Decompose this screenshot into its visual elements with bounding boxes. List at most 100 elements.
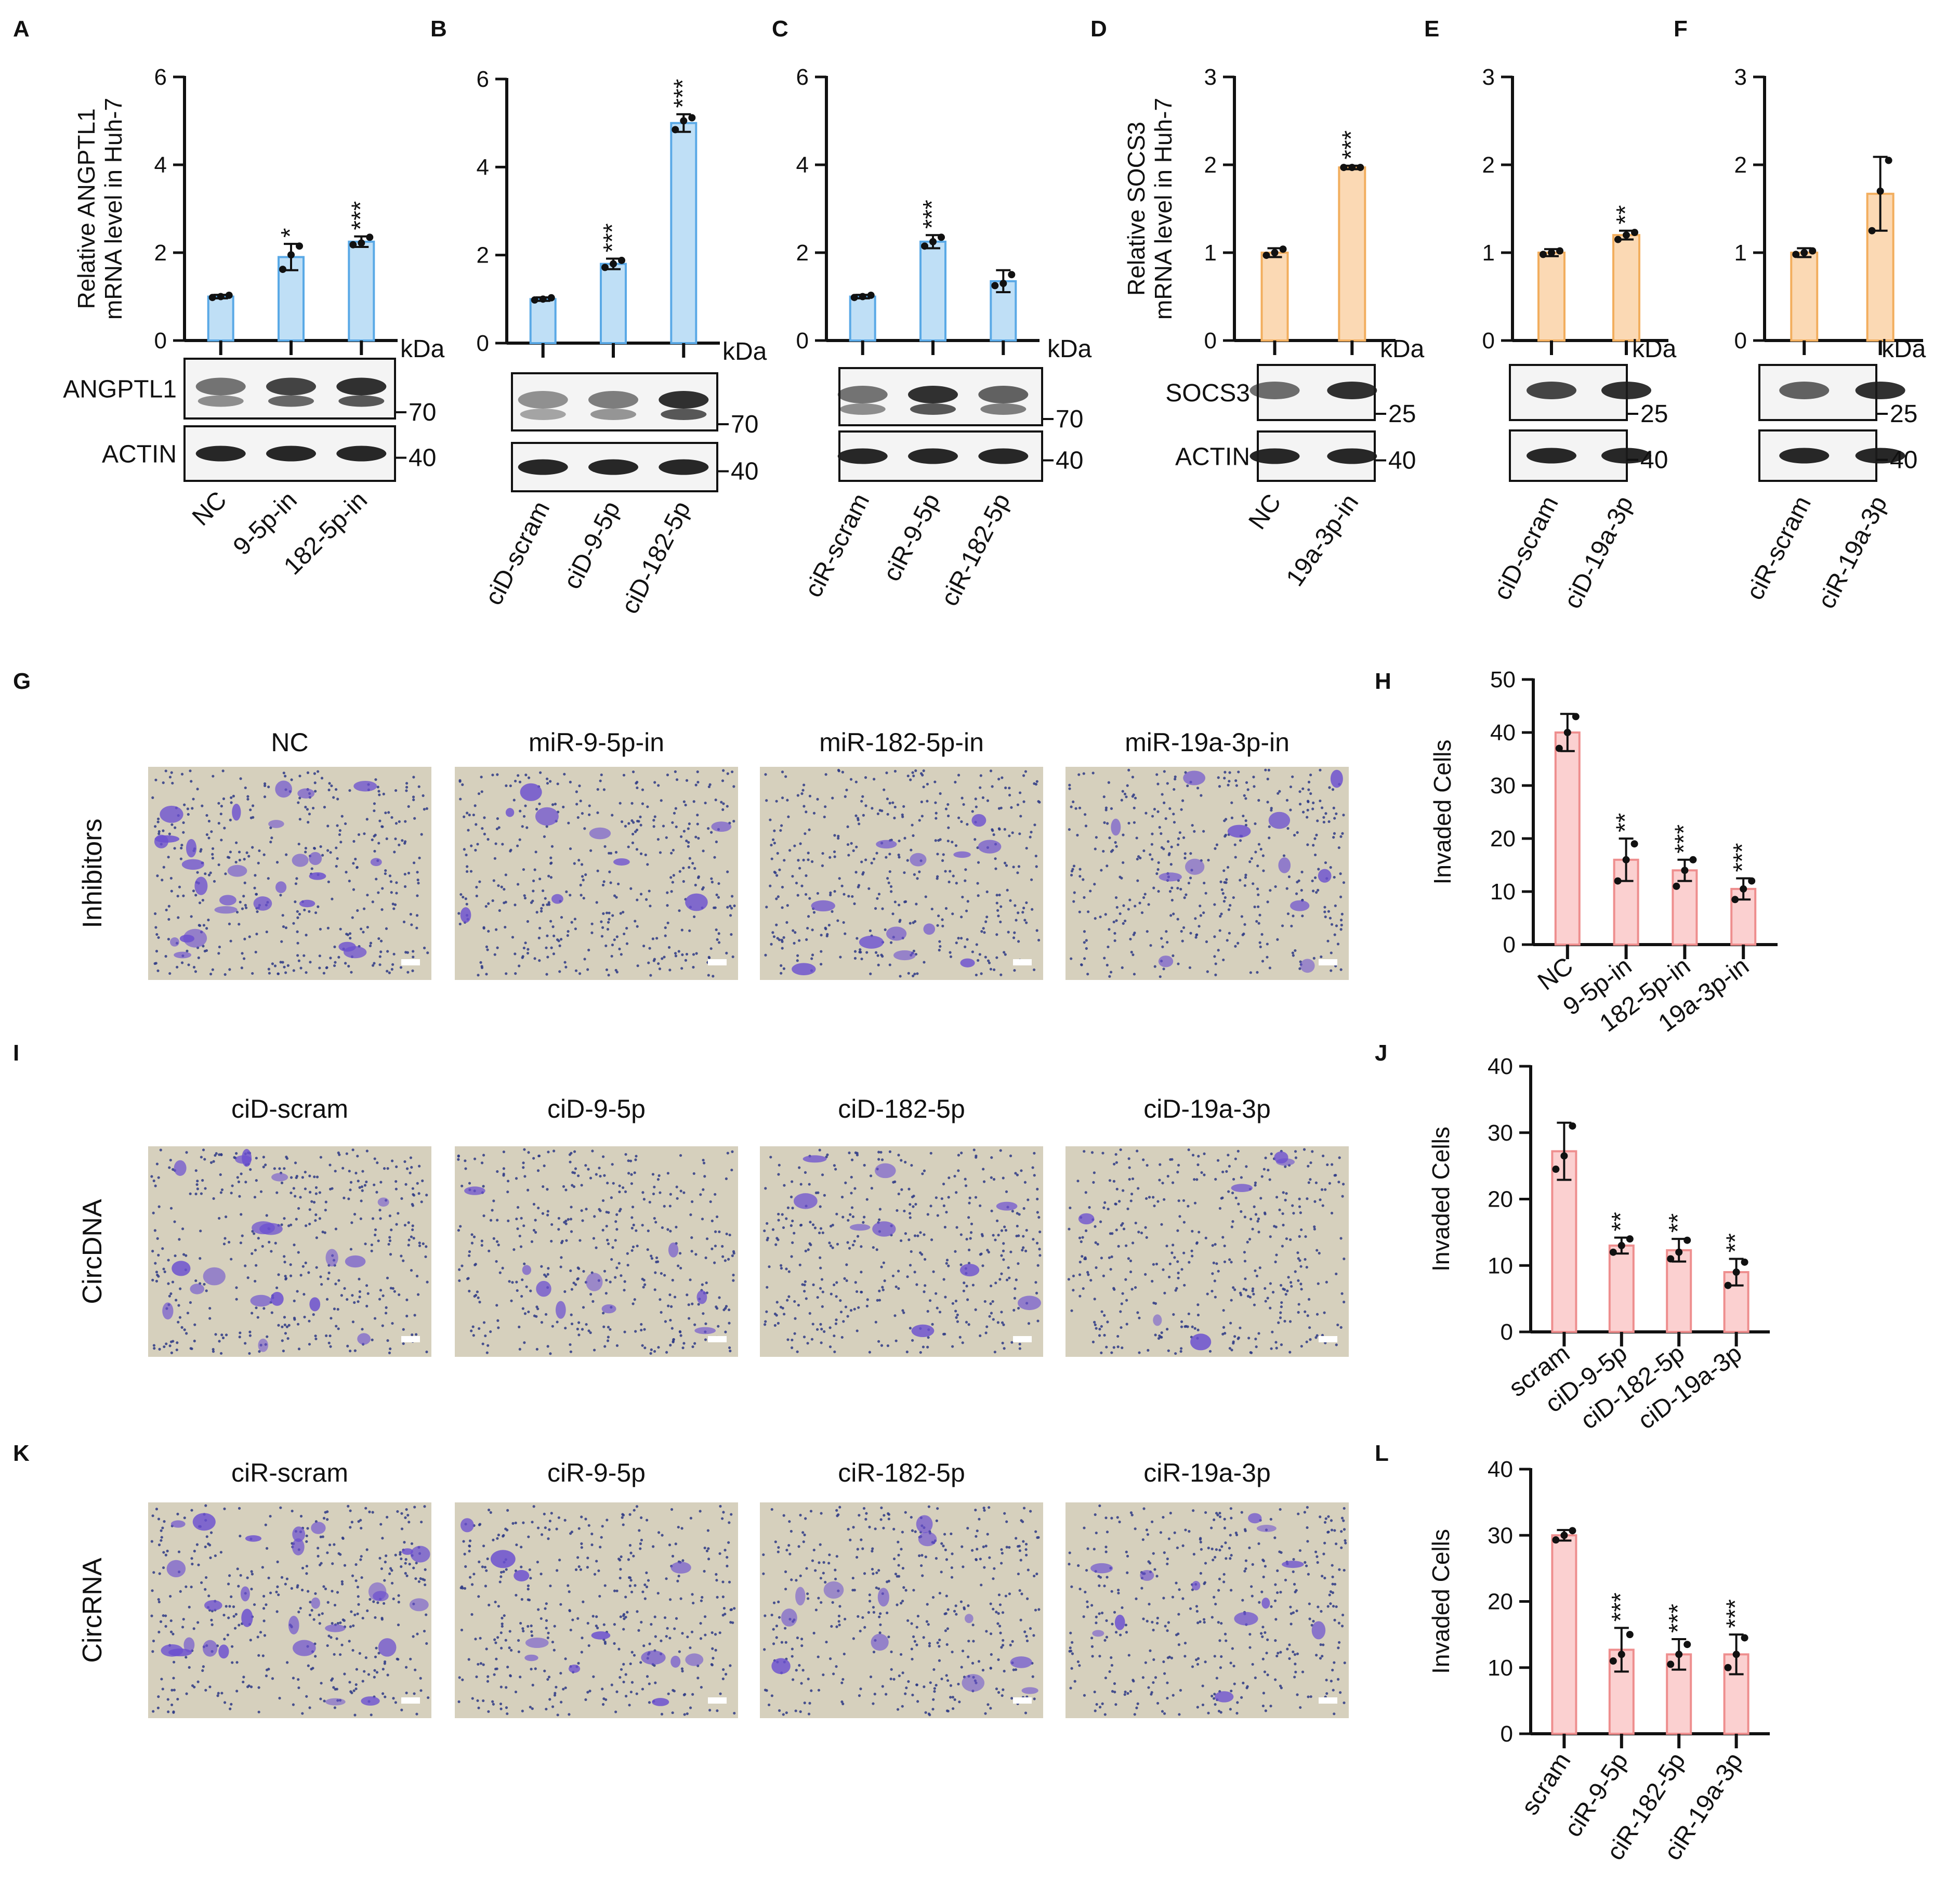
pore-dot (843, 893, 846, 896)
pore-dot (310, 867, 313, 870)
pore-dot (407, 805, 410, 808)
pore-dot (855, 1290, 859, 1293)
pore-dot (185, 1692, 188, 1695)
pore-dot (190, 1557, 193, 1560)
pore-dot (1089, 889, 1092, 893)
pore-dot (1218, 1207, 1222, 1210)
pore-dot (1126, 784, 1129, 787)
pore-dot (672, 1689, 675, 1692)
pore-dot (543, 1273, 546, 1276)
pore-dot (1199, 905, 1202, 908)
pore-dot (207, 819, 211, 823)
pore-dot (230, 801, 233, 804)
pore-dot (183, 1328, 186, 1331)
pore-dot (1240, 1176, 1243, 1179)
pore-dot (305, 1564, 309, 1568)
pore-dot (269, 841, 272, 844)
pore-dot (585, 1323, 588, 1326)
pore-dot (181, 1626, 185, 1629)
pore-dot (333, 964, 336, 967)
pore-dot (245, 851, 248, 854)
pore-dot (1093, 1548, 1096, 1551)
pore-dot (945, 1709, 949, 1712)
pore-dot (727, 1258, 730, 1261)
pore-dot (676, 1197, 679, 1200)
pore-dot (170, 1689, 174, 1692)
pore-dot (520, 1294, 523, 1298)
pore-dot (715, 1215, 719, 1219)
pore-dot (697, 836, 700, 840)
pore-dot (1016, 803, 1020, 806)
pore-dot (465, 853, 468, 857)
pore-dot (725, 951, 728, 954)
pore-dot (1217, 1709, 1221, 1713)
pore-dot (601, 1703, 605, 1706)
pore-dot (977, 894, 980, 897)
pore-dot (221, 1336, 225, 1340)
pore-dot (339, 927, 342, 931)
pore-dot (308, 813, 311, 816)
pore-dot (674, 807, 677, 810)
stained-cell (460, 1518, 474, 1533)
pore-dot (964, 1184, 968, 1187)
pore-dot (682, 830, 686, 833)
pore-dot (721, 779, 725, 782)
pore-dot (879, 1612, 882, 1615)
pore-dot (458, 1279, 461, 1283)
pore-dot (1202, 830, 1205, 833)
pore-dot (1113, 939, 1116, 943)
row-label: CircDNA (77, 1199, 108, 1304)
pore-dot (1177, 1199, 1180, 1202)
pore-dot (1034, 854, 1037, 858)
pore-dot (1011, 1210, 1014, 1213)
pore-dot (820, 1601, 823, 1604)
pore-dot (509, 1674, 512, 1678)
pore-dot (670, 890, 673, 893)
pore-dot (324, 1587, 327, 1590)
pore-dot (830, 1292, 833, 1296)
pore-dot (674, 952, 677, 955)
pore-dot (1304, 1258, 1307, 1261)
pore-dot (418, 1241, 421, 1245)
pore-dot (844, 932, 847, 935)
pore-dot (1162, 1597, 1165, 1600)
pore-dot (1178, 831, 1181, 834)
pore-dot (308, 1706, 311, 1709)
pore-dot (1015, 1278, 1018, 1281)
image-title: ciD-182-5p (838, 1094, 965, 1123)
pore-dot (185, 1151, 188, 1154)
pore-dot (817, 1689, 821, 1692)
pore-dot (307, 1664, 310, 1667)
pore-dot (995, 901, 998, 905)
image-title: ciR-scram (231, 1458, 348, 1487)
pore-dot (1009, 899, 1012, 902)
pore-dot (275, 1191, 279, 1194)
pore-dot (1319, 768, 1322, 771)
pore-dot (477, 1595, 480, 1598)
scale-bar (708, 1697, 727, 1704)
pore-dot (926, 1603, 929, 1606)
pore-dot (209, 973, 213, 976)
pore-dot (194, 1193, 198, 1196)
pore-dot (317, 905, 320, 908)
pore-dot (1243, 1260, 1247, 1263)
pore-dot (1289, 1281, 1293, 1284)
pore-dot (681, 1669, 684, 1673)
pore-dot (356, 1586, 360, 1589)
pore-dot (618, 1184, 621, 1187)
pore-dot (190, 780, 193, 783)
pore-dot (1106, 963, 1109, 967)
pore-dot (922, 1636, 925, 1639)
pore-dot (223, 1237, 227, 1240)
stained-cell (793, 1193, 818, 1209)
pore-dot (382, 1602, 386, 1605)
pore-dot (222, 1242, 226, 1246)
pore-dot (170, 1703, 174, 1707)
pore-dot (627, 1576, 631, 1579)
pore-dot (388, 1239, 392, 1242)
pore-dot (784, 1641, 787, 1644)
pore-dot (661, 957, 664, 960)
pore-dot (176, 1341, 179, 1344)
pore-dot (817, 1655, 820, 1658)
pore-dot (578, 784, 581, 788)
